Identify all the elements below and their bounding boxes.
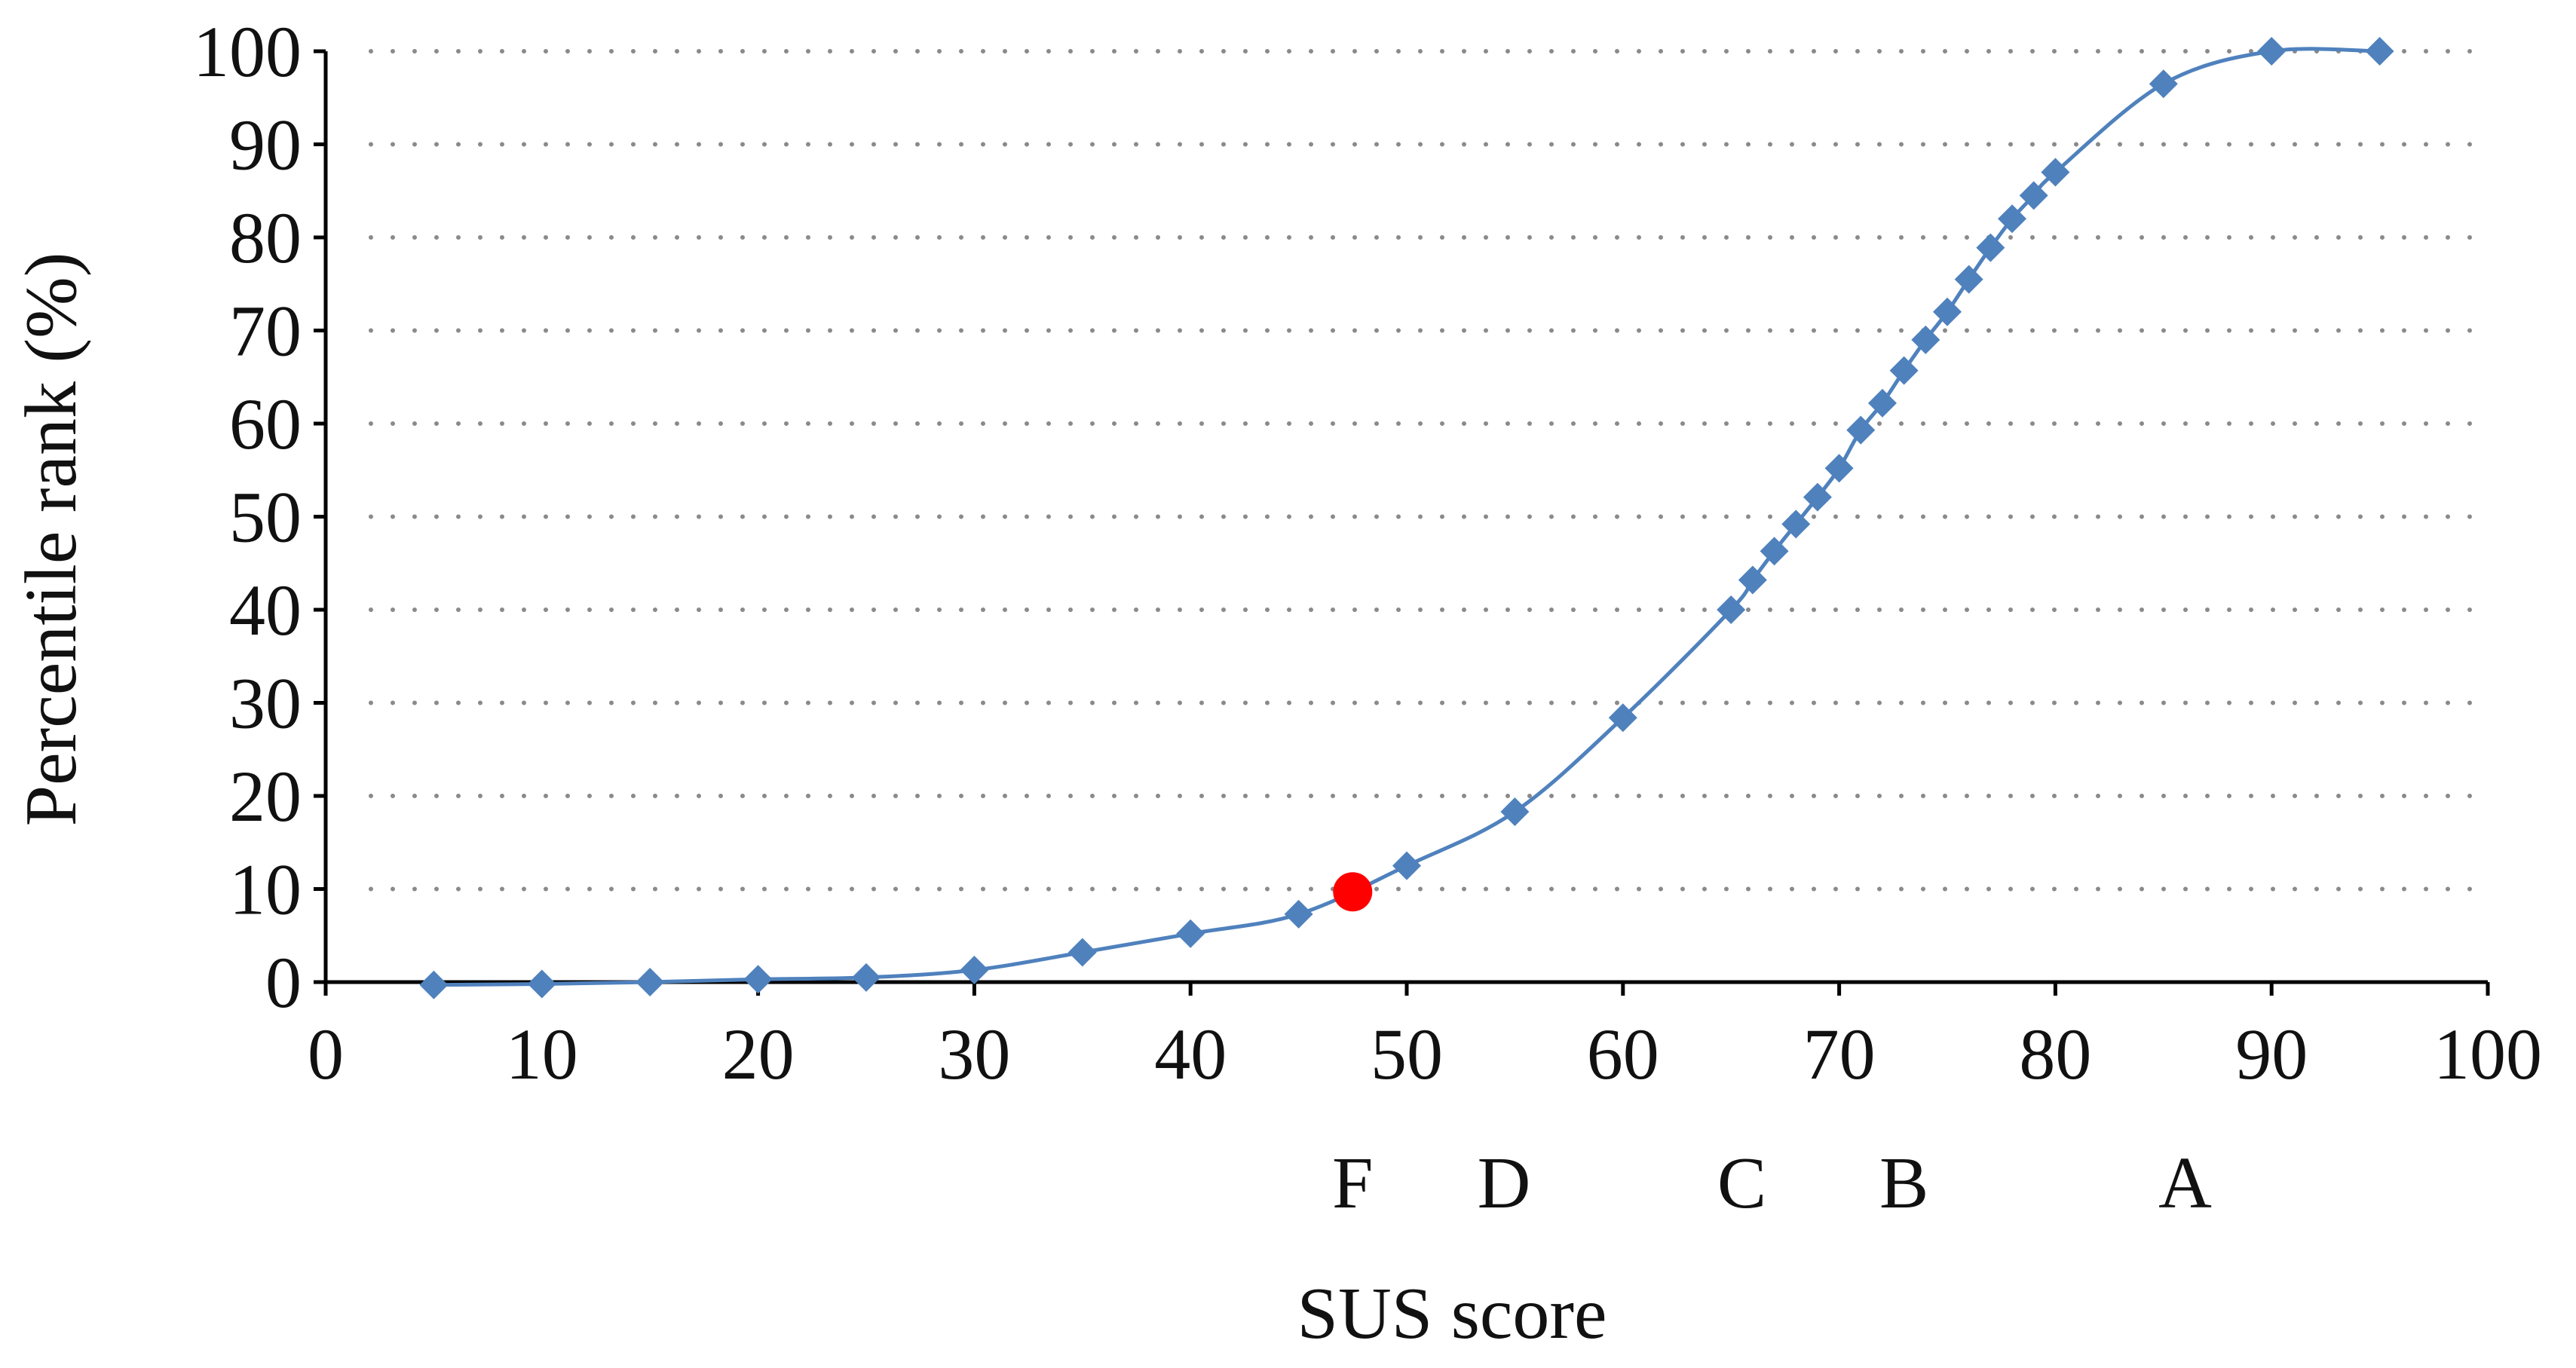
data-point bbox=[1803, 482, 1832, 512]
gridlines bbox=[369, 49, 2483, 892]
grade-label: A bbox=[2158, 1143, 2212, 1224]
data-point bbox=[743, 965, 773, 994]
y-axis-title: Percentile rank (%) bbox=[11, 252, 92, 827]
y-tick-labels: 0 10 20 30 40 50 60 70 80 90 100 bbox=[193, 11, 302, 1023]
y-tick-label: 40 bbox=[229, 570, 302, 650]
grade-label: F bbox=[1332, 1143, 1374, 1224]
x-tick-label: 40 bbox=[1154, 1014, 1227, 1094]
x-tick-label: 100 bbox=[2434, 1014, 2542, 1094]
y-tick-label: 0 bbox=[265, 942, 302, 1023]
data-point bbox=[1284, 899, 1313, 929]
data-point bbox=[1846, 415, 1876, 445]
data-point bbox=[1760, 537, 1789, 566]
y-tick-label: 20 bbox=[229, 756, 302, 837]
series-layer bbox=[419, 37, 2394, 999]
x-tick-label: 50 bbox=[1371, 1014, 1443, 1094]
data-point bbox=[1717, 595, 1746, 624]
y-tick-label: 10 bbox=[229, 849, 302, 930]
y-tick-label: 80 bbox=[229, 197, 302, 278]
x-tick-label: 10 bbox=[506, 1014, 578, 1094]
data-point bbox=[1911, 325, 1940, 354]
data-point bbox=[1824, 454, 1854, 483]
data-point bbox=[1067, 938, 1097, 967]
data-point bbox=[1176, 919, 1205, 948]
x-tick-label: 60 bbox=[1587, 1014, 1659, 1094]
data-point bbox=[636, 968, 665, 996]
series-line bbox=[433, 47, 2380, 987]
y-tick-label: 30 bbox=[229, 663, 302, 744]
data-point bbox=[852, 962, 881, 992]
data-point bbox=[1608, 703, 1637, 733]
x-tick-label: 0 bbox=[308, 1014, 344, 1094]
y-tick-label: 90 bbox=[229, 105, 302, 185]
data-point bbox=[2257, 37, 2287, 66]
data-point bbox=[2365, 37, 2394, 66]
data-point bbox=[1500, 797, 1530, 826]
data-point bbox=[527, 969, 556, 999]
data-point bbox=[2149, 69, 2178, 99]
grade-label: B bbox=[1879, 1143, 1928, 1224]
grade-label: D bbox=[1478, 1143, 1531, 1224]
grade-label: C bbox=[1717, 1143, 1766, 1224]
highlight-point bbox=[1333, 872, 1373, 912]
y-tick-label: 70 bbox=[229, 291, 302, 372]
x-tick-labels: 0 10 20 30 40 50 60 70 80 90 100 bbox=[308, 1014, 2542, 1094]
y-tick-label: 50 bbox=[229, 477, 302, 558]
data-point bbox=[1781, 510, 1811, 539]
data-point bbox=[2019, 181, 2048, 210]
data-point bbox=[1976, 233, 2005, 262]
x-tick-label: 90 bbox=[2235, 1014, 2308, 1094]
data-point bbox=[1954, 265, 1983, 294]
x-tick-label: 80 bbox=[2019, 1014, 2091, 1094]
x-tick-label: 30 bbox=[938, 1014, 1010, 1094]
data-point bbox=[1998, 204, 2027, 234]
x-tick-label: 20 bbox=[722, 1014, 795, 1094]
highlight-layer bbox=[1333, 872, 1373, 912]
data-point bbox=[1392, 851, 1421, 880]
axis-ticks bbox=[314, 49, 2490, 996]
data-point bbox=[1889, 356, 1919, 385]
data-point bbox=[419, 970, 449, 999]
x-axis-title: SUS score bbox=[1297, 1273, 1607, 1354]
data-point bbox=[1738, 565, 1767, 595]
data-point bbox=[1933, 297, 1962, 326]
data-point bbox=[1867, 388, 1897, 418]
y-tick-label: 60 bbox=[229, 384, 302, 464]
data-point bbox=[2041, 158, 2070, 187]
x-tick-label: 70 bbox=[1803, 1014, 1876, 1094]
data-point bbox=[960, 955, 989, 984]
y-tick-label: 100 bbox=[193, 11, 302, 92]
